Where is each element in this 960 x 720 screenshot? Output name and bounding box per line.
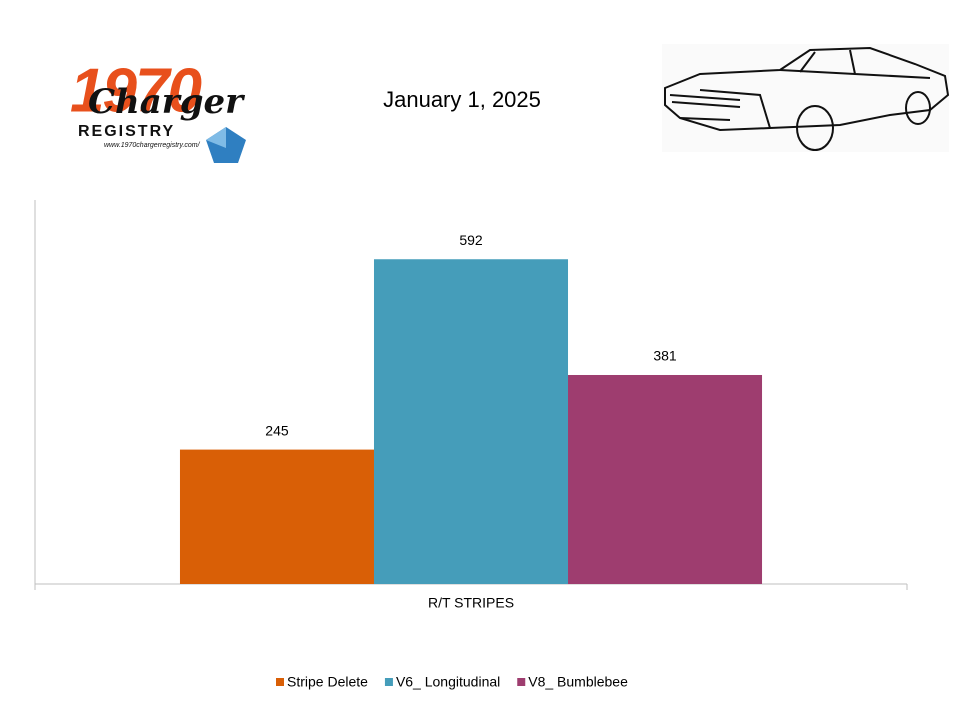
- data-label: 592: [459, 232, 483, 248]
- bar: [568, 374, 763, 584]
- bar: [179, 449, 374, 584]
- data-label: 245: [265, 422, 289, 438]
- logo-name: Charger: [88, 82, 245, 122]
- bar: [373, 259, 569, 584]
- logo: 1970 Charger REGISTRY www.1970chargerreg…: [70, 56, 246, 163]
- legend-label: V6_ Longitudinal: [396, 674, 500, 690]
- legend-label: V8_ Bumblebee: [528, 674, 628, 690]
- data-label: 381: [653, 348, 677, 364]
- logo-url: www.1970chargerregistry.com/: [104, 142, 201, 149]
- chart-title: January 1, 2025: [383, 87, 541, 112]
- legend-swatch: [517, 678, 526, 686]
- legend-swatch: [384, 678, 393, 686]
- legend-swatch: [276, 678, 284, 686]
- logo-year: 1970: [70, 56, 201, 125]
- logo-registry: REGISTRY: [78, 123, 175, 140]
- legend-label: Stripe Delete: [287, 674, 368, 690]
- car-drawing: [662, 44, 950, 152]
- x-tick-label: R/T STRIPES: [428, 595, 514, 611]
- pentastar-facet: [206, 127, 226, 148]
